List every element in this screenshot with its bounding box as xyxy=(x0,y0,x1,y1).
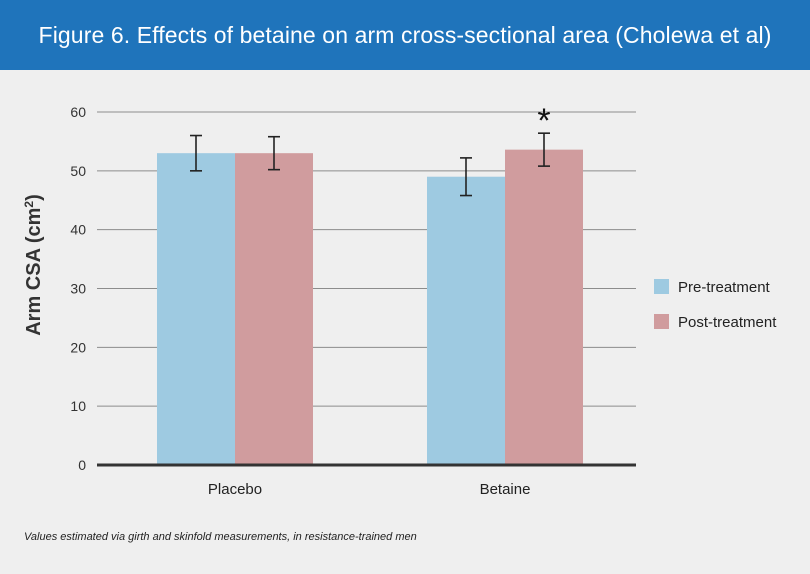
y-axis-label-text: Arm CSA (cm xyxy=(23,208,45,336)
y-tick-label-40: 40 xyxy=(70,222,86,238)
error-bar-betaine-pre-treatment xyxy=(460,157,472,197)
bar-betaine-pre-treatment xyxy=(427,176,505,465)
legend-label: Pre-treatment xyxy=(678,279,771,296)
category-label-placebo: Placebo xyxy=(208,481,262,498)
footnote: Values estimated via girth and skinfold … xyxy=(24,531,417,543)
y-axis-label: Arm CSA (cm2) xyxy=(22,194,45,336)
y-tick-label-60: 60 xyxy=(70,104,86,120)
bar-placebo-post-treatment xyxy=(235,153,313,465)
category-labels: Placebo Betaine xyxy=(208,481,531,498)
y-axis-label-close: ) xyxy=(23,194,45,201)
bar-chart: 0 10 20 30 40 50 60 Placebo Betaine Arm CSA (cm… xyxy=(22,102,777,498)
bar-betaine-post-treatment xyxy=(505,149,583,466)
y-tick-label-10: 10 xyxy=(70,398,86,414)
legend-label: Post-treatment xyxy=(678,314,777,331)
legend-swatch xyxy=(654,279,669,294)
bars xyxy=(157,149,583,466)
y-tick-label-20: 20 xyxy=(70,339,86,355)
bar-placebo-pre-treatment xyxy=(157,153,235,465)
error-bars xyxy=(190,132,550,197)
category-label-betaine: Betaine xyxy=(480,481,531,498)
error-bar-placebo-pre-treatment xyxy=(190,134,202,172)
significance-asterisk: * xyxy=(537,102,550,140)
y-tick-label-30: 30 xyxy=(70,281,86,297)
y-tick-label-0: 0 xyxy=(78,457,86,473)
figure-header: Figure 6. Effects of betaine on arm cros… xyxy=(0,0,810,70)
y-tick-label-50: 50 xyxy=(70,163,86,179)
y-axis-label-superscript: 2 xyxy=(22,201,36,208)
figure-title: Figure 6. Effects of betaine on arm cros… xyxy=(38,21,772,48)
error-bar-placebo-post-treatment xyxy=(268,135,280,171)
legend-item-post-treatment: Post-treatment xyxy=(654,314,777,331)
legend-item-pre-treatment: Pre-treatment xyxy=(654,279,771,296)
error-bar-betaine-post-treatment xyxy=(538,132,550,167)
legend-swatch xyxy=(654,314,669,329)
legend: Pre-treatment Post-treatment xyxy=(654,279,777,331)
y-tick-labels: 0 10 20 30 40 50 60 xyxy=(70,104,86,473)
